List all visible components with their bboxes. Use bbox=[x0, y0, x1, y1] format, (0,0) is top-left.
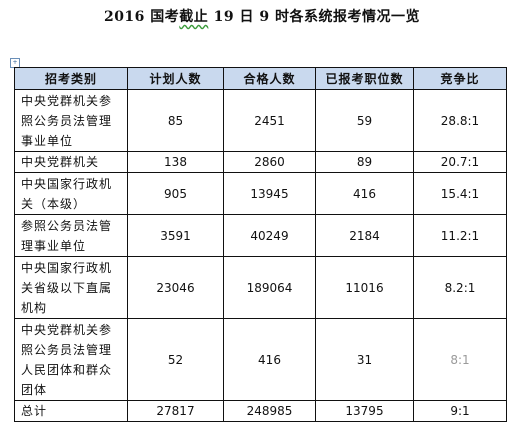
table-row: 参照公务员法管理事业单位 3591 40249 2184 11.2:1 bbox=[14, 214, 507, 257]
header-ratio: 竞争比 bbox=[413, 67, 507, 90]
row-category: 中央党群机关 bbox=[14, 151, 128, 173]
table-row-total: 总计 27817 248985 13795 9:1 bbox=[14, 400, 507, 422]
row-planned: 905 bbox=[127, 172, 224, 215]
table-row: 中央国家行政机关省级以下直属机构 23046 189064 11016 8.2:… bbox=[14, 256, 507, 319]
row-positions: 11016 bbox=[315, 256, 414, 319]
row-planned: 138 bbox=[127, 151, 224, 173]
row-positions: 2184 bbox=[315, 214, 414, 257]
row-planned: 23046 bbox=[127, 256, 224, 319]
row-ratio: 8:1 bbox=[413, 318, 507, 401]
header-category: 招考类别 bbox=[14, 67, 128, 90]
row-positions: 31 bbox=[315, 318, 414, 401]
row-ratio: 20.7:1 bbox=[413, 151, 507, 173]
table-header-row: 招考类别 计划人数 合格人数 已报考职位数 竞争比 bbox=[14, 67, 507, 90]
table-row: 中央国家行政机关（本级） 905 13945 416 15.4:1 bbox=[14, 172, 507, 215]
row-category: 总计 bbox=[14, 400, 128, 422]
header-positions: 已报考职位数 bbox=[315, 67, 414, 90]
row-qualified: 13945 bbox=[223, 172, 316, 215]
row-qualified: 2860 bbox=[223, 151, 316, 173]
row-category: 中央党群机关参照公务员法管理人民团体和群众团体 bbox=[14, 318, 128, 401]
row-planned: 3591 bbox=[127, 214, 224, 257]
row-ratio: 28.8:1 bbox=[413, 89, 507, 152]
row-category: 中央国家行政机关省级以下直属机构 bbox=[14, 256, 128, 319]
row-qualified: 416 bbox=[223, 318, 316, 401]
row-ratio: 11.2:1 bbox=[413, 214, 507, 257]
registration-table: 招考类别 计划人数 合格人数 已报考职位数 竞争比 中央党群机关参照公务员法管理… bbox=[14, 67, 507, 422]
row-planned: 52 bbox=[127, 318, 224, 401]
row-category: 中央国家行政机关（本级） bbox=[14, 172, 128, 215]
row-category: 中央党群机关参照公务员法管理事业单位 bbox=[14, 89, 128, 152]
header-qualified: 合格人数 bbox=[223, 67, 316, 90]
table-row: 中央党群机关参照公务员法管理事业单位 85 2451 59 28.8:1 bbox=[14, 89, 507, 152]
row-ratio: 9:1 bbox=[413, 400, 507, 422]
row-qualified: 189064 bbox=[223, 256, 316, 319]
row-qualified: 248985 bbox=[223, 400, 316, 422]
row-positions: 13795 bbox=[315, 400, 414, 422]
row-ratio: 8.2:1 bbox=[413, 256, 507, 319]
title-prefix: 2016 国考 bbox=[103, 9, 180, 25]
page-title: 2016 国考截止 19 日 9 时各系统报考情况一览 bbox=[0, 6, 524, 28]
table-row: 中央党群机关 138 2860 89 20.7:1 bbox=[14, 151, 507, 173]
row-category: 参照公务员法管理事业单位 bbox=[14, 214, 128, 257]
title-marked-word: 截止 bbox=[179, 9, 209, 25]
title-suffix: 19 日 9 时各系统报考情况一览 bbox=[208, 9, 421, 25]
row-qualified: 40249 bbox=[223, 214, 316, 257]
row-planned: 27817 bbox=[127, 400, 224, 422]
row-positions: 59 bbox=[315, 89, 414, 152]
row-positions: 416 bbox=[315, 172, 414, 215]
row-qualified: 2451 bbox=[223, 89, 316, 152]
header-planned: 计划人数 bbox=[127, 67, 224, 90]
row-ratio: 15.4:1 bbox=[413, 172, 507, 215]
row-planned: 85 bbox=[127, 89, 224, 152]
table-row: 中央党群机关参照公务员法管理人民团体和群众团体 52 416 31 8:1 bbox=[14, 318, 507, 401]
row-positions: 89 bbox=[315, 151, 414, 173]
